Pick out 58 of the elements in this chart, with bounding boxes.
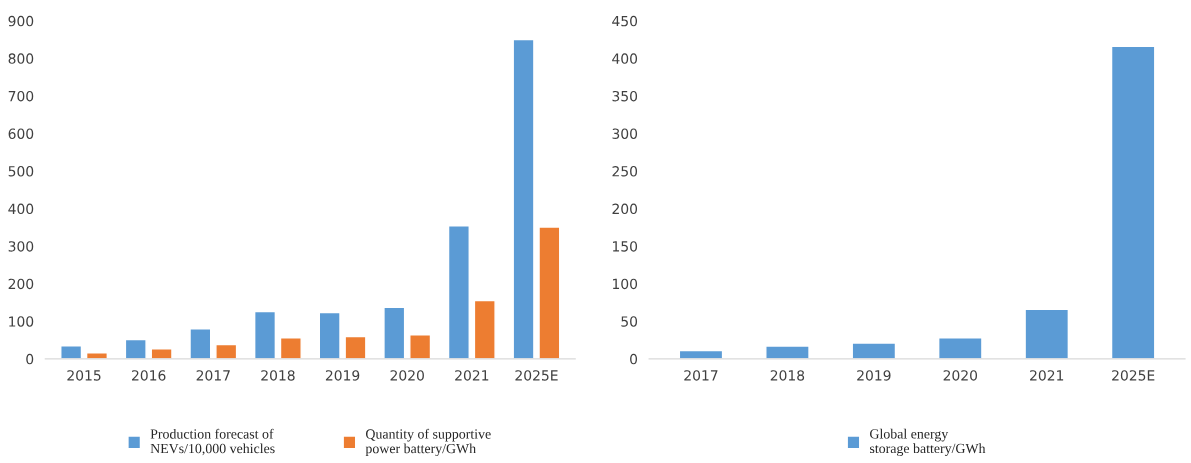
- y-tick-label: 0: [26, 353, 34, 365]
- y-tick-label: 400: [8, 203, 34, 215]
- x-tick-label: 2017: [684, 370, 718, 381]
- x-tick-label: 2020: [943, 370, 978, 381]
- y-tick-label: 100: [9, 316, 34, 327]
- x-tick-label: 2018: [770, 370, 805, 381]
- bar: [851, 342, 897, 359]
- y-tick-label: 50: [621, 316, 638, 327]
- y-tick-label: 800: [8, 53, 34, 64]
- bar: [447, 225, 470, 359]
- bar: [1024, 308, 1070, 359]
- y-tick-label: 100: [613, 278, 638, 290]
- x-tick-label: 2025E: [515, 370, 558, 381]
- x-tick-label: 2021: [455, 370, 489, 381]
- legend-label: Production forecast of NEVs/10,000 vehicles: [150, 428, 275, 456]
- legend-label: Global energy storage battery/GWh: [870, 428, 986, 456]
- y-tick-label: 150: [613, 241, 638, 252]
- bar: [215, 343, 238, 359]
- x-tick-label: 2021: [1030, 370, 1064, 381]
- y-tick-label: 450: [612, 15, 638, 27]
- bar: [512, 38, 535, 359]
- x-tick-label: 2018: [261, 370, 295, 381]
- bar: [189, 328, 212, 359]
- bar: [937, 337, 983, 359]
- bar: [344, 335, 367, 359]
- x-tick-label: 2019: [325, 370, 360, 381]
- y-tick-label: 600: [8, 128, 34, 139]
- bar: [60, 344, 83, 359]
- x-tick-label: 2025E: [1112, 370, 1155, 381]
- x-tick-label: 2020: [390, 370, 424, 381]
- bar: [1110, 45, 1156, 359]
- x-tick-label: 2015: [67, 370, 101, 381]
- bar: [473, 299, 496, 359]
- y-tick-label: 300: [8, 241, 34, 252]
- x-tick-label: 2016: [132, 370, 166, 381]
- bar: [538, 226, 561, 359]
- y-tick-label: 300: [612, 128, 638, 139]
- bar: [85, 352, 109, 359]
- bar: [279, 337, 302, 359]
- y-tick-label: 200: [8, 278, 34, 290]
- y-tick-label: 500: [8, 166, 34, 177]
- bar: [383, 306, 406, 359]
- x-tick-label: 2017: [196, 370, 230, 381]
- y-tick-label: 0: [630, 353, 638, 365]
- bar: [765, 345, 810, 359]
- bar: [253, 310, 277, 359]
- x-tick-label: 2019: [857, 370, 891, 381]
- bar: [409, 334, 432, 359]
- y-tick-label: 200: [612, 203, 638, 215]
- legend-label: Quantity of supportive power battery/GWh: [365, 428, 491, 457]
- bar: [318, 311, 341, 359]
- y-tick-label: 400: [612, 53, 638, 64]
- y-tick-label: 250: [612, 166, 638, 177]
- bar: [124, 338, 147, 359]
- y-tick-label: 700: [8, 90, 34, 102]
- y-tick-label: 350: [612, 90, 638, 102]
- bar: [150, 347, 173, 359]
- y-tick-label: 900: [8, 15, 34, 27]
